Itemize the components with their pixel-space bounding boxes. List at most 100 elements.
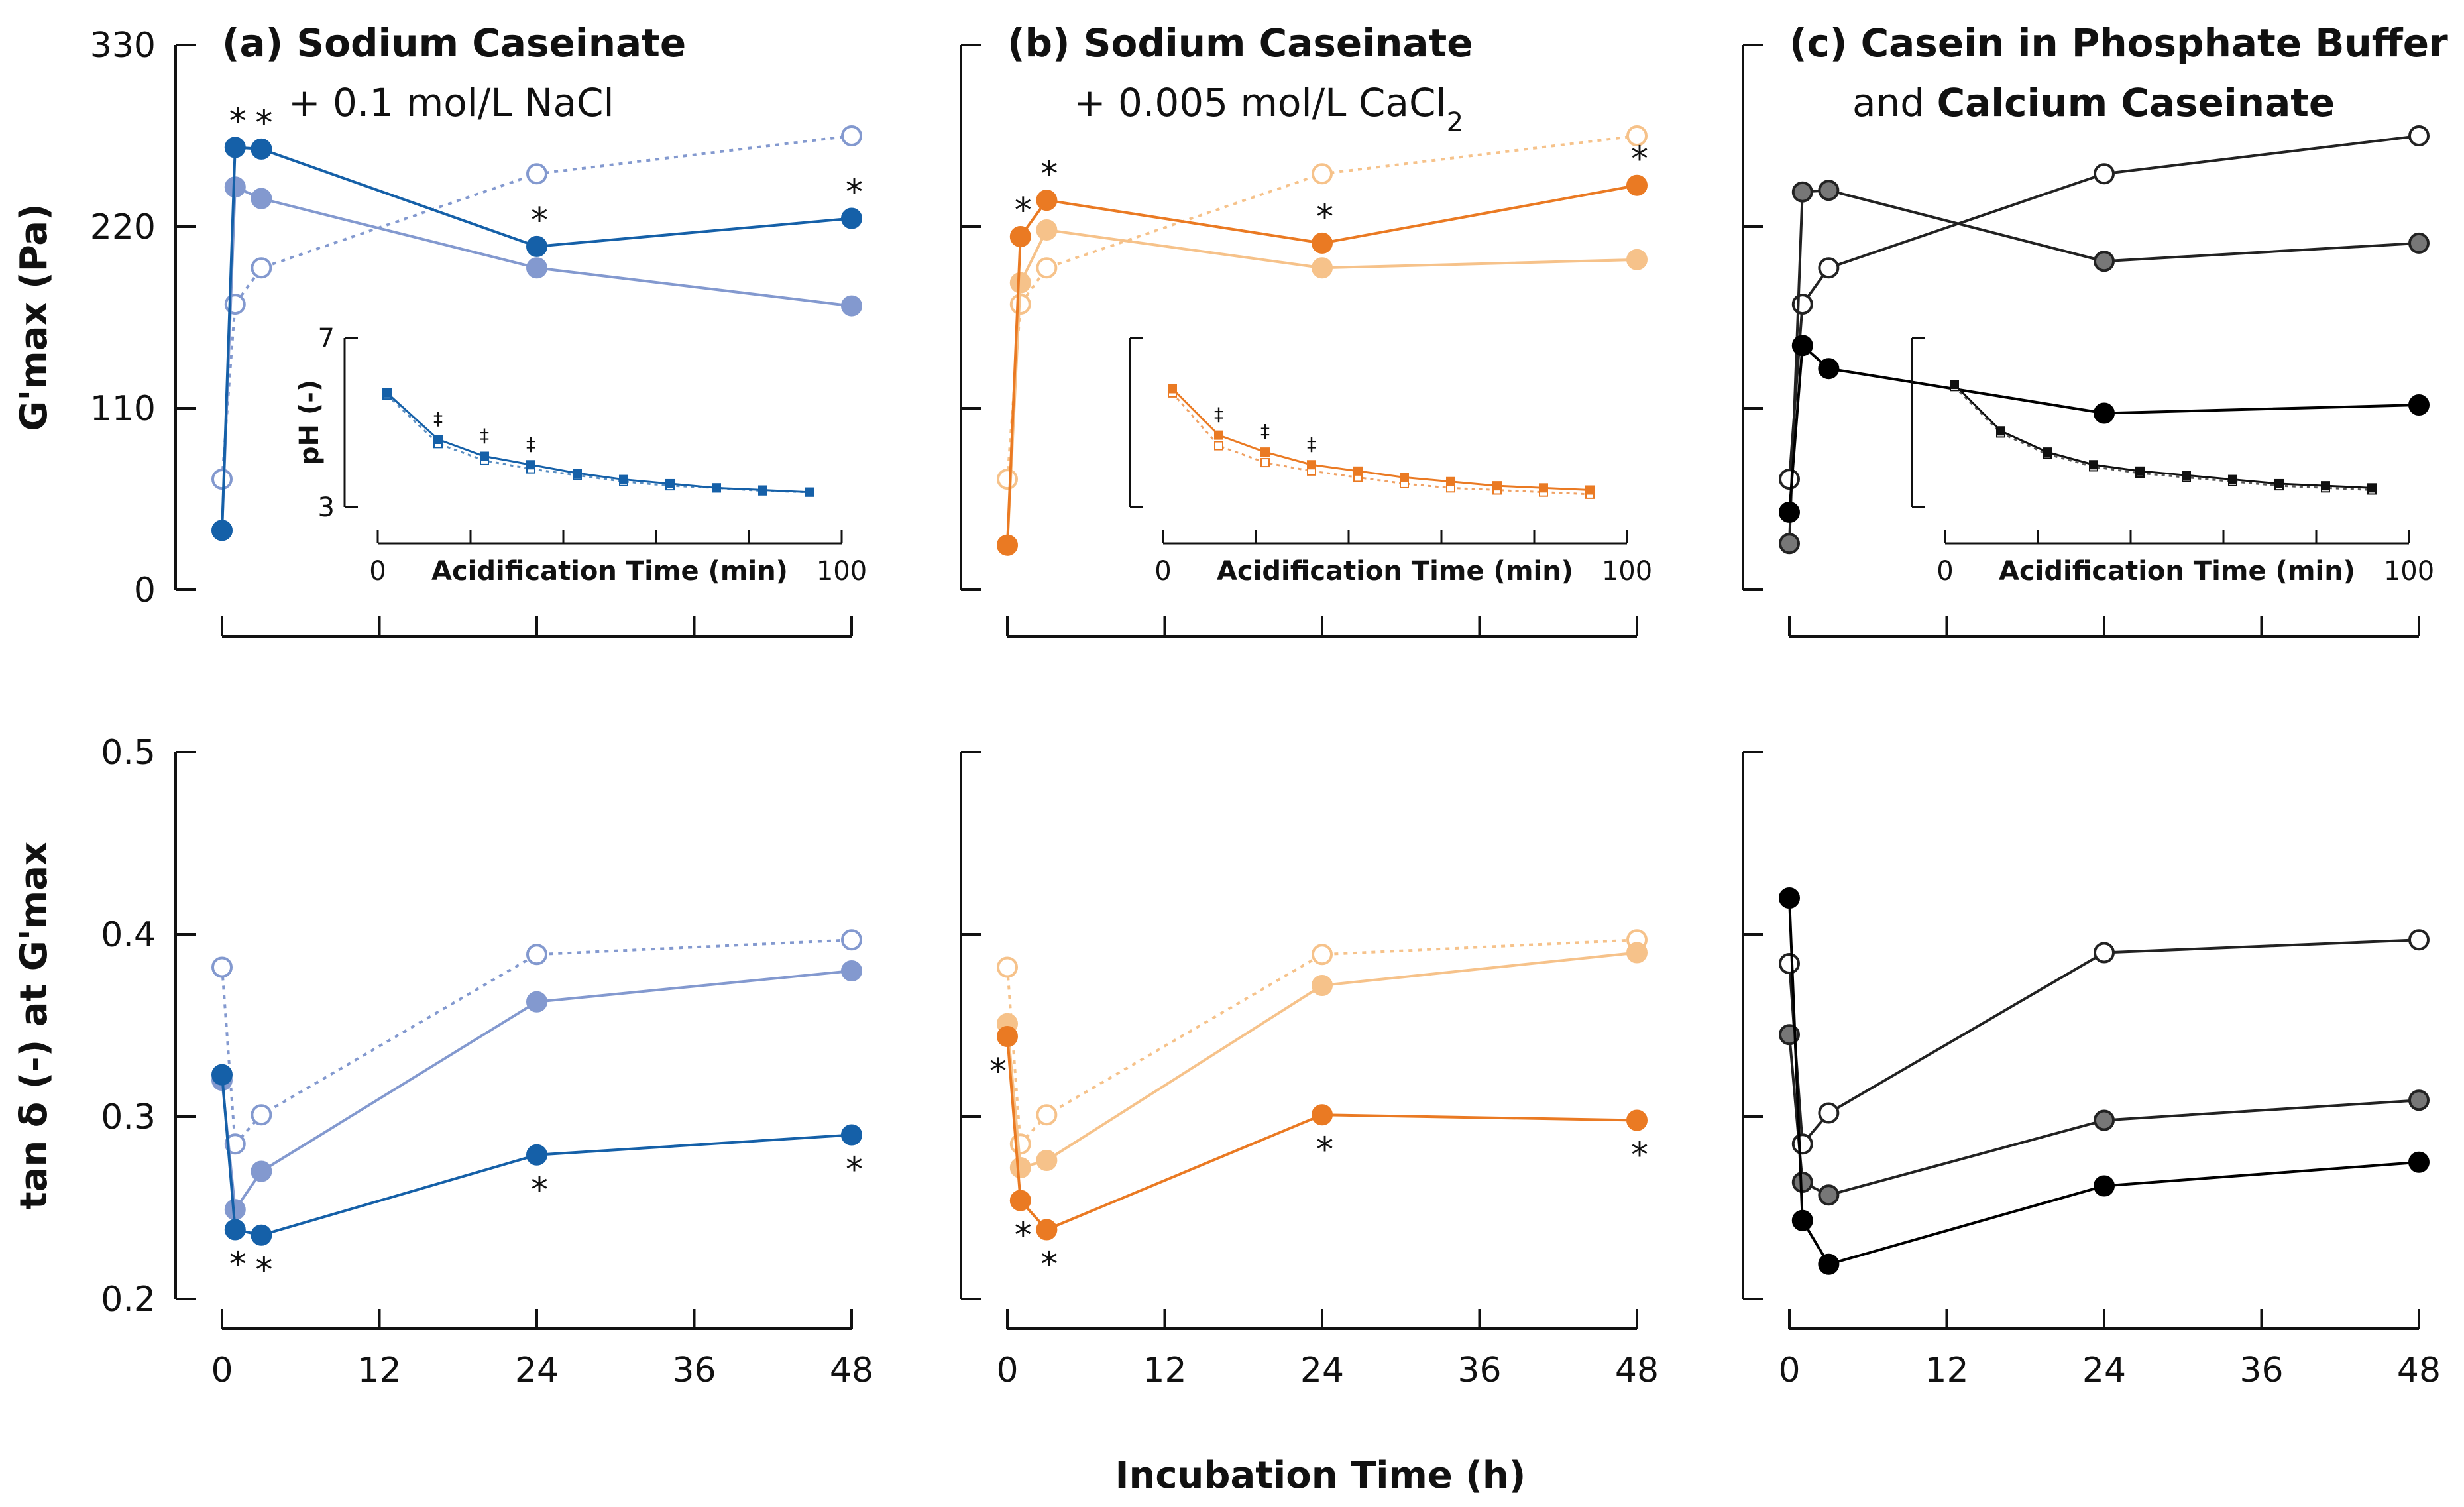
significance-star: * (531, 1170, 548, 1210)
inset-point-filled (433, 435, 443, 444)
data-point (841, 960, 862, 981)
data-point (1791, 1209, 1813, 1231)
inset-point-filled (1260, 447, 1270, 457)
data-point (1779, 533, 1800, 555)
data-point (251, 138, 272, 160)
data-point (1036, 190, 1058, 211)
data-point (997, 1026, 1018, 1047)
data-point (1626, 1109, 1648, 1131)
x-tick-label: 0 (1778, 1351, 1800, 1390)
panel-subtitle-bold: Calcium Caseinate (1937, 80, 2335, 125)
data-point (1009, 1157, 1031, 1178)
significance-star: * (1015, 1216, 1032, 1256)
inset-point-filled (573, 469, 582, 478)
data-point (526, 235, 547, 257)
data-point (1779, 887, 1800, 909)
data-point (997, 534, 1018, 556)
inset-curve-open (386, 394, 810, 494)
y-axis-title-tan-delta: tan δ (-) at G'max (13, 842, 56, 1209)
data-point (1036, 1219, 1058, 1241)
inset-curve-filled (1953, 384, 2373, 489)
data-point (1312, 944, 1333, 966)
inset-point-filled (2228, 474, 2237, 484)
data-point (1791, 1133, 1813, 1155)
data-point (1626, 942, 1648, 964)
data-point (1312, 232, 1333, 254)
inset-point-filled (382, 388, 392, 398)
data-point (2094, 1175, 2115, 1197)
inset-point-filled (805, 487, 814, 497)
x-tick-label: 12 (1143, 1351, 1186, 1390)
panel-subtitle: + 0.1 mol/L NaCl (288, 80, 614, 125)
significance-star: * (846, 173, 863, 213)
data-point (2094, 942, 2115, 964)
data-point (2408, 1089, 2430, 1111)
series-line (221, 938, 852, 1148)
data-point (1818, 1253, 1840, 1275)
data-point (1036, 219, 1058, 241)
inset-point-filled (2043, 447, 2052, 457)
data-point (1779, 501, 1800, 523)
x-tick-label: 24 (2082, 1351, 2126, 1390)
inset-point-filled (712, 483, 721, 493)
y-tick-label: 0.4 (101, 915, 156, 955)
data-point (1818, 1184, 1840, 1206)
data-point (2094, 1109, 2115, 1131)
data-point (1779, 953, 1800, 974)
data-point (251, 1160, 272, 1182)
inset-point-filled (619, 474, 628, 484)
data-point (2408, 394, 2430, 416)
x-tick-label: 24 (515, 1351, 559, 1390)
data-point (841, 1124, 862, 1146)
x-tick-label: 12 (1925, 1351, 1968, 1390)
data-point (1791, 181, 1813, 203)
series-line (1006, 135, 1638, 480)
data-point (841, 207, 862, 229)
panel-subtitle: + 0.005 mol/L CaCl2 (1074, 80, 1463, 138)
data-point (526, 944, 547, 966)
series-black-filled (1779, 887, 2430, 1275)
data-point (2408, 125, 2430, 146)
panel-subtitle: and Calcium Caseinate (1852, 80, 2335, 125)
inset-curve-filled (1171, 388, 1591, 491)
data-point (251, 188, 272, 209)
panel-c-bottom: 0 12 24 36 48 (1742, 751, 2441, 1390)
inset-y-tick-label: 7 (318, 323, 335, 354)
data-point (251, 257, 272, 279)
data-point (2408, 929, 2430, 951)
data-point (526, 257, 547, 279)
x-axis-title: Incubation Time (h) (1115, 1454, 1526, 1497)
data-point (1312, 257, 1333, 279)
panel-a-top: 0 110 220 330 (a) Sodium Caseinate + 0.1 mol/… (90, 21, 867, 638)
data-point (1009, 1190, 1031, 1211)
inset-point-filled (1950, 380, 1959, 390)
significance-star: * (255, 103, 272, 143)
inset-significance-mark: ‡ (1260, 420, 1270, 442)
significance-star: * (846, 1150, 863, 1190)
data-point (1791, 294, 1813, 315)
x-tick-label: 48 (2397, 1351, 2441, 1390)
significance-star: * (229, 1245, 247, 1285)
data-point (1312, 975, 1333, 996)
data-point (2408, 1151, 2430, 1173)
data-point (1009, 1133, 1031, 1155)
subscript: 2 (1447, 107, 1463, 138)
inset-x-label: Acidification Time (min) (431, 556, 788, 586)
inset-point-filled (665, 478, 675, 488)
inset-point-filled (1214, 430, 1223, 440)
panel-b-top: (b) Sodium Caseinate + 0.005 mol/L CaCl2 *… (960, 21, 1652, 638)
inset-point-filled (2182, 471, 2191, 480)
inset-x-tick-label: 0 (1936, 556, 1953, 586)
y-tick-label: 220 (90, 207, 156, 247)
data-point (1626, 174, 1648, 196)
data-point (1312, 163, 1333, 185)
series-dark-filled (211, 137, 862, 541)
series-light-filled (997, 942, 1648, 1178)
data-point (841, 929, 862, 951)
data-point (1009, 272, 1031, 294)
inset-point-filled (2274, 478, 2284, 488)
data-point (1791, 335, 1813, 357)
data-point (1036, 1104, 1058, 1126)
figure-titles: G'max (Pa) tan δ (-) at G'max Incubation… (13, 203, 1526, 1497)
data-point (1312, 1104, 1333, 1126)
